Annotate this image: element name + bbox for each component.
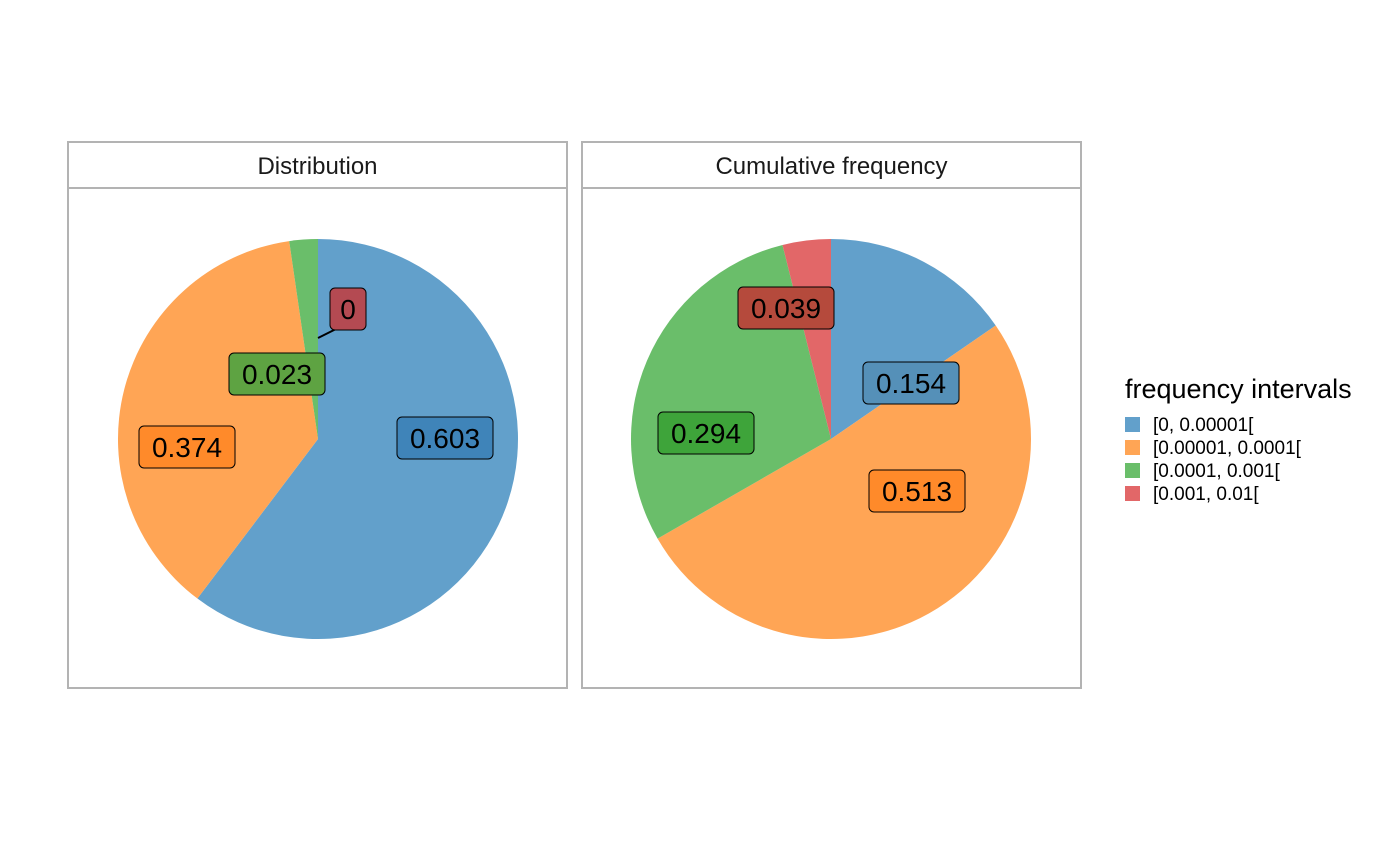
- pie-slice: [117, 241, 318, 599]
- data-label-box: [138, 425, 236, 469]
- pie-slice: [197, 239, 518, 639]
- data-label: 0.603: [396, 416, 494, 460]
- legend-key: [1125, 417, 1140, 432]
- legend-label: [0, 0.00001[: [1153, 415, 1254, 436]
- legend-key: [1125, 486, 1140, 501]
- legend-label: [0.001, 0.01[: [1153, 484, 1259, 505]
- data-label-text: 0.039: [751, 293, 821, 324]
- panel-distribution: Distribution 0.603 0.374 0.023 0: [67, 141, 568, 689]
- data-label: 0: [329, 287, 367, 331]
- data-label-box: [228, 352, 326, 396]
- data-label: 0.294: [657, 411, 755, 455]
- legend-key: [1125, 463, 1140, 478]
- panel-cumulative-frequency: Cumulative frequency 0.154 0.513 0.294 0.03…: [581, 141, 1082, 689]
- panel-strip: [67, 141, 568, 189]
- panel-strip: [581, 141, 1082, 189]
- data-label-box: [862, 361, 960, 405]
- data-label-text: 0.513: [882, 476, 952, 507]
- data-label-box: [329, 287, 367, 331]
- legend-label: [0.00001, 0.0001[: [1153, 438, 1302, 459]
- data-label-box: [868, 469, 966, 513]
- data-label: 0.374: [138, 425, 236, 469]
- data-label-box: [657, 411, 755, 455]
- data-label: 0.513: [868, 469, 966, 513]
- data-label: 0.023: [228, 352, 326, 396]
- legend-items: [0, 0.00001[[0.00001, 0.0001[[0.0001, 0.…: [1125, 415, 1302, 505]
- legend-label: [0.0001, 0.001[: [1153, 461, 1280, 482]
- data-label: 0.154: [862, 361, 960, 405]
- pie-labels: 0.603 0.374 0.023 0: [138, 287, 494, 469]
- data-label: 0.039: [737, 286, 835, 330]
- data-label-box: [396, 416, 494, 460]
- panel-title: Cumulative frequency: [715, 153, 947, 180]
- data-label-box: [737, 286, 835, 330]
- data-label-text: 0.603: [410, 423, 480, 454]
- legend-key: [1125, 440, 1140, 455]
- data-label-text: 0.154: [876, 368, 946, 399]
- data-label-text: 0.374: [152, 432, 222, 463]
- legend-title: frequency intervals: [1125, 374, 1352, 404]
- legend: frequency intervals [0, 0.00001[[0.00001…: [1125, 374, 1352, 505]
- data-label-text: 0.023: [242, 359, 312, 390]
- pie-labels: 0.154 0.513 0.294 0.039: [657, 286, 966, 513]
- data-label-text: 0.294: [671, 418, 741, 449]
- data-label-text: 0: [340, 294, 356, 325]
- panel-title: Distribution: [257, 153, 377, 180]
